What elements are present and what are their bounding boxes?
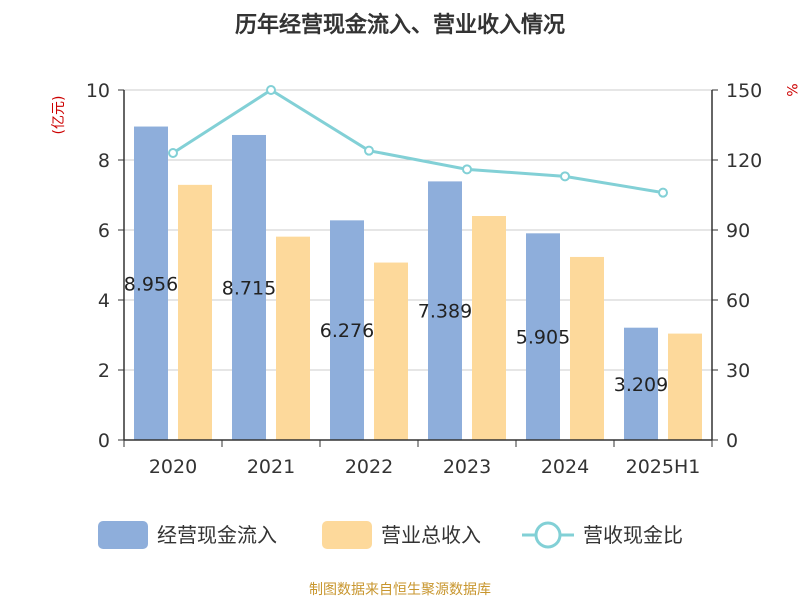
- data-label-cash-inflow: 8.956: [124, 273, 178, 295]
- left-tick-label: 0: [98, 430, 110, 452]
- legend-swatch-cash-inflow: [98, 521, 148, 549]
- ratio-line-group: [168, 85, 668, 198]
- data-label-cash-inflow: 7.389: [418, 301, 472, 323]
- x-tick-label: 2023: [443, 456, 491, 478]
- bar-revenue[interactable]: [570, 256, 604, 440]
- legend-label-ratio: 营收现金比: [583, 523, 683, 547]
- data-labels: 8.956 8.715 6.276 7.389 5.905 3.209: [124, 273, 668, 396]
- x-tick-label: 2022: [345, 456, 393, 478]
- legend-item-revenue[interactable]: 营业总收入: [322, 521, 481, 549]
- legend: 经营现金流入 营业总收入 营收现金比: [98, 521, 683, 549]
- legend-swatch-revenue: [322, 521, 372, 549]
- ratio-point[interactable]: [364, 145, 374, 156]
- bar-revenue[interactable]: [668, 333, 702, 440]
- legend-label-revenue: 营业总收入: [381, 523, 481, 547]
- legend-marker-ratio: [534, 521, 562, 549]
- right-axis-unit: %: [783, 83, 799, 96]
- bar-cash-inflow[interactable]: [330, 220, 364, 440]
- legend-item-ratio[interactable]: 营收现金比: [522, 521, 683, 549]
- x-tick-label: 2021: [247, 456, 295, 478]
- bar-cash-inflow[interactable]: [624, 327, 658, 440]
- ratio-line: [172, 88, 664, 195]
- bar-cash-inflow[interactable]: [232, 134, 266, 440]
- legend-item-cash-inflow[interactable]: 经营现金流入: [98, 521, 277, 549]
- legend-label-cash-inflow: 经营现金流入: [157, 523, 277, 547]
- right-tick-label: 30: [726, 360, 750, 382]
- bar-cash-inflow[interactable]: [134, 126, 168, 440]
- left-tick-label: 2: [98, 360, 110, 382]
- gridlines: [124, 89, 712, 371]
- data-label-cash-inflow: 8.715: [222, 277, 276, 299]
- bar-revenue[interactable]: [374, 262, 408, 440]
- ratio-point[interactable]: [560, 171, 570, 182]
- data-label-cash-inflow: 3.209: [614, 374, 668, 396]
- bar-group: [134, 126, 702, 440]
- axes: [118, 89, 718, 447]
- ratio-point[interactable]: [658, 187, 668, 198]
- x-tick-label: 2024: [541, 456, 589, 478]
- x-tick-label: 2020: [149, 456, 197, 478]
- right-tick-label: 90: [726, 220, 750, 242]
- bar-cash-inflow[interactable]: [526, 233, 560, 440]
- tick-labels: 0 2 4 6 8 10 0 30 60 90 120 150 2020 2021 2022 2023 2024…: [86, 80, 762, 478]
- left-tick-label: 8: [98, 150, 110, 172]
- bar-revenue[interactable]: [178, 184, 212, 440]
- left-tick-label: 6: [98, 220, 110, 242]
- bar-cash-inflow[interactable]: [428, 181, 462, 440]
- x-tick-label: 2025H1: [626, 456, 701, 478]
- right-tick-label: 60: [726, 290, 750, 312]
- data-label-cash-inflow: 6.276: [320, 320, 374, 342]
- right-tick-label: 120: [726, 150, 762, 172]
- bar-revenue[interactable]: [276, 236, 310, 440]
- ratio-point[interactable]: [168, 148, 178, 158]
- right-tick-label: 150: [726, 80, 762, 102]
- ratio-point[interactable]: [266, 85, 276, 95]
- ratio-point[interactable]: [462, 164, 472, 175]
- bar-revenue[interactable]: [472, 216, 506, 440]
- left-tick-label: 4: [98, 290, 110, 312]
- left-tick-label: 10: [86, 80, 110, 102]
- left-axis-unit: (亿元): [51, 96, 67, 135]
- source-note: 制图数据来自恒生聚源数据库: [309, 582, 491, 598]
- data-label-cash-inflow: 5.905: [516, 327, 570, 349]
- chart-title: 历年经营现金流入、营业收入情况: [235, 12, 565, 38]
- right-tick-label: 0: [726, 430, 738, 452]
